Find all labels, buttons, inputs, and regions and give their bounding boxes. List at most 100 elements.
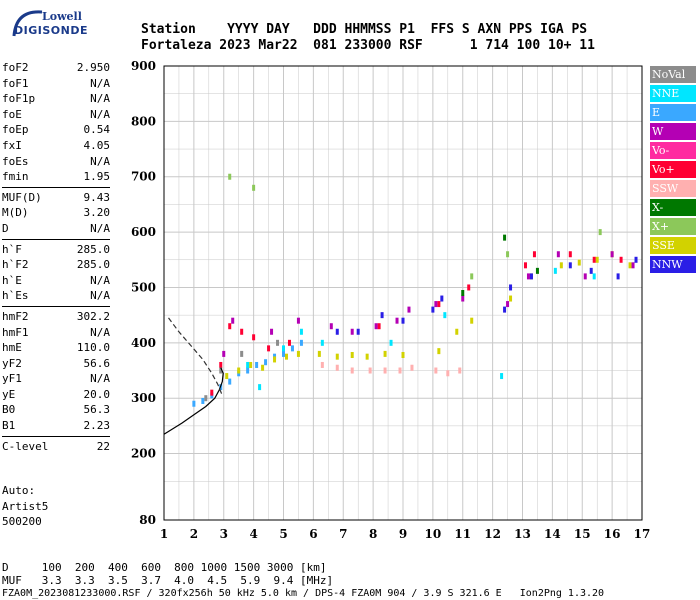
- auto-line-2: Artist5: [2, 499, 49, 513]
- x-tick-label: 8: [369, 527, 377, 541]
- data-point: [296, 317, 300, 324]
- param-value: N/A: [90, 325, 110, 339]
- data-point: [434, 367, 438, 374]
- y-tick-label: 300: [131, 391, 156, 405]
- profile-solid: [163, 367, 224, 435]
- data-point: [284, 353, 288, 360]
- data-point: [299, 328, 303, 335]
- data-point: [553, 267, 557, 274]
- footer-distance-line: D 100 200 400 600 800 1000 1500 3000 [km…: [2, 561, 327, 574]
- data-point: [559, 262, 563, 269]
- data-point: [461, 295, 465, 302]
- param-value: N/A: [90, 107, 110, 121]
- data-point: [246, 367, 250, 374]
- param-name: foEs: [2, 154, 29, 168]
- param-name: fxI: [2, 138, 22, 152]
- data-point: [320, 361, 324, 368]
- data-point: [437, 348, 441, 355]
- x-tick-label: 9: [399, 527, 407, 541]
- param-name: foF2: [2, 61, 29, 74]
- data-point: [261, 364, 265, 371]
- data-point: [470, 273, 474, 280]
- legend-item: X+: [650, 218, 696, 235]
- data-point: [287, 339, 291, 346]
- x-tick-label: 15: [574, 527, 591, 541]
- param-name: fmin: [2, 170, 29, 184]
- param-name: h`F2: [2, 258, 29, 272]
- data-point: [437, 301, 441, 308]
- param-row: h`F2 285.0: [2, 257, 110, 273]
- data-point: [365, 353, 369, 360]
- data-point: [204, 395, 208, 402]
- data-point: [270, 328, 274, 335]
- param-divider: [2, 435, 110, 437]
- data-point: [509, 284, 513, 291]
- data-point: [595, 256, 599, 263]
- param-row: yF2 56.6: [2, 356, 110, 372]
- y-tick-label: 900: [131, 59, 156, 73]
- param-row: foE N/A: [2, 107, 110, 123]
- data-point: [401, 317, 405, 324]
- param-name: B0: [2, 403, 16, 417]
- data-point: [446, 370, 450, 377]
- param-name: hmF1: [2, 325, 29, 339]
- data-point: [631, 262, 635, 269]
- x-tick-label: 1: [160, 527, 168, 541]
- data-point: [389, 339, 393, 346]
- data-point: [583, 273, 587, 280]
- data-point: [368, 367, 372, 374]
- param-name: yF2: [2, 356, 22, 370]
- param-value: 285.0: [76, 242, 110, 256]
- x-tick-label: 6: [309, 527, 317, 541]
- logo-text-lowell: Lowell: [42, 10, 82, 23]
- param-value: 2.23: [83, 419, 111, 433]
- param-row: D N/A: [2, 221, 110, 237]
- data-point: [267, 345, 271, 352]
- data-point: [467, 284, 471, 291]
- header-values: Fortaleza 2023 Mar22 081 233000 RSF 1 71…: [141, 38, 595, 53]
- data-point: [228, 378, 232, 385]
- data-point: [461, 290, 465, 296]
- data-point: [350, 367, 354, 374]
- param-row: h`E N/A: [2, 273, 110, 289]
- data-point: [264, 359, 268, 366]
- data-point: [440, 295, 444, 302]
- plot-frame: [163, 65, 643, 521]
- param-name: h`F: [2, 242, 22, 256]
- param-name: M(D): [2, 206, 29, 220]
- y-tick-label: 80: [139, 513, 156, 527]
- data-point: [282, 345, 285, 352]
- param-name: h`Es: [2, 289, 29, 303]
- param-name: foF1: [2, 76, 29, 90]
- data-point: [401, 352, 405, 359]
- x-tick-label: 5: [279, 527, 287, 541]
- data-point: [628, 262, 632, 269]
- legend-item: Vo-: [650, 142, 696, 159]
- data-point: [383, 367, 387, 374]
- param-divider: [2, 186, 110, 188]
- param-row: B0 56.3: [2, 402, 110, 418]
- data-point: [500, 373, 504, 380]
- data-point: [201, 397, 205, 404]
- param-row: hmE 110.0: [2, 340, 110, 356]
- auto-line-1: Auto:: [2, 484, 36, 497]
- data-point: [616, 273, 620, 280]
- param-value: 22: [96, 439, 110, 453]
- data-point: [356, 328, 360, 335]
- legend-item: SSW: [650, 180, 696, 197]
- data-point: [290, 345, 294, 352]
- legend-item: NNE: [650, 85, 696, 102]
- param-row: fxI 4.05: [2, 138, 110, 154]
- y-tick-label: 400: [131, 336, 156, 350]
- param-row: hmF2 302.2: [2, 309, 110, 325]
- auto-line-3: 500200: [2, 515, 42, 528]
- profile-dashed: [168, 317, 223, 396]
- param-value: N/A: [90, 289, 110, 303]
- param-value: 110.0: [76, 341, 110, 355]
- data-point: [320, 339, 324, 346]
- param-name: MUF(D): [2, 190, 42, 204]
- data-point: [258, 384, 262, 391]
- param-row: foF1 N/A: [2, 76, 110, 92]
- x-tick-label: 16: [604, 527, 621, 541]
- param-value: N/A: [90, 372, 110, 386]
